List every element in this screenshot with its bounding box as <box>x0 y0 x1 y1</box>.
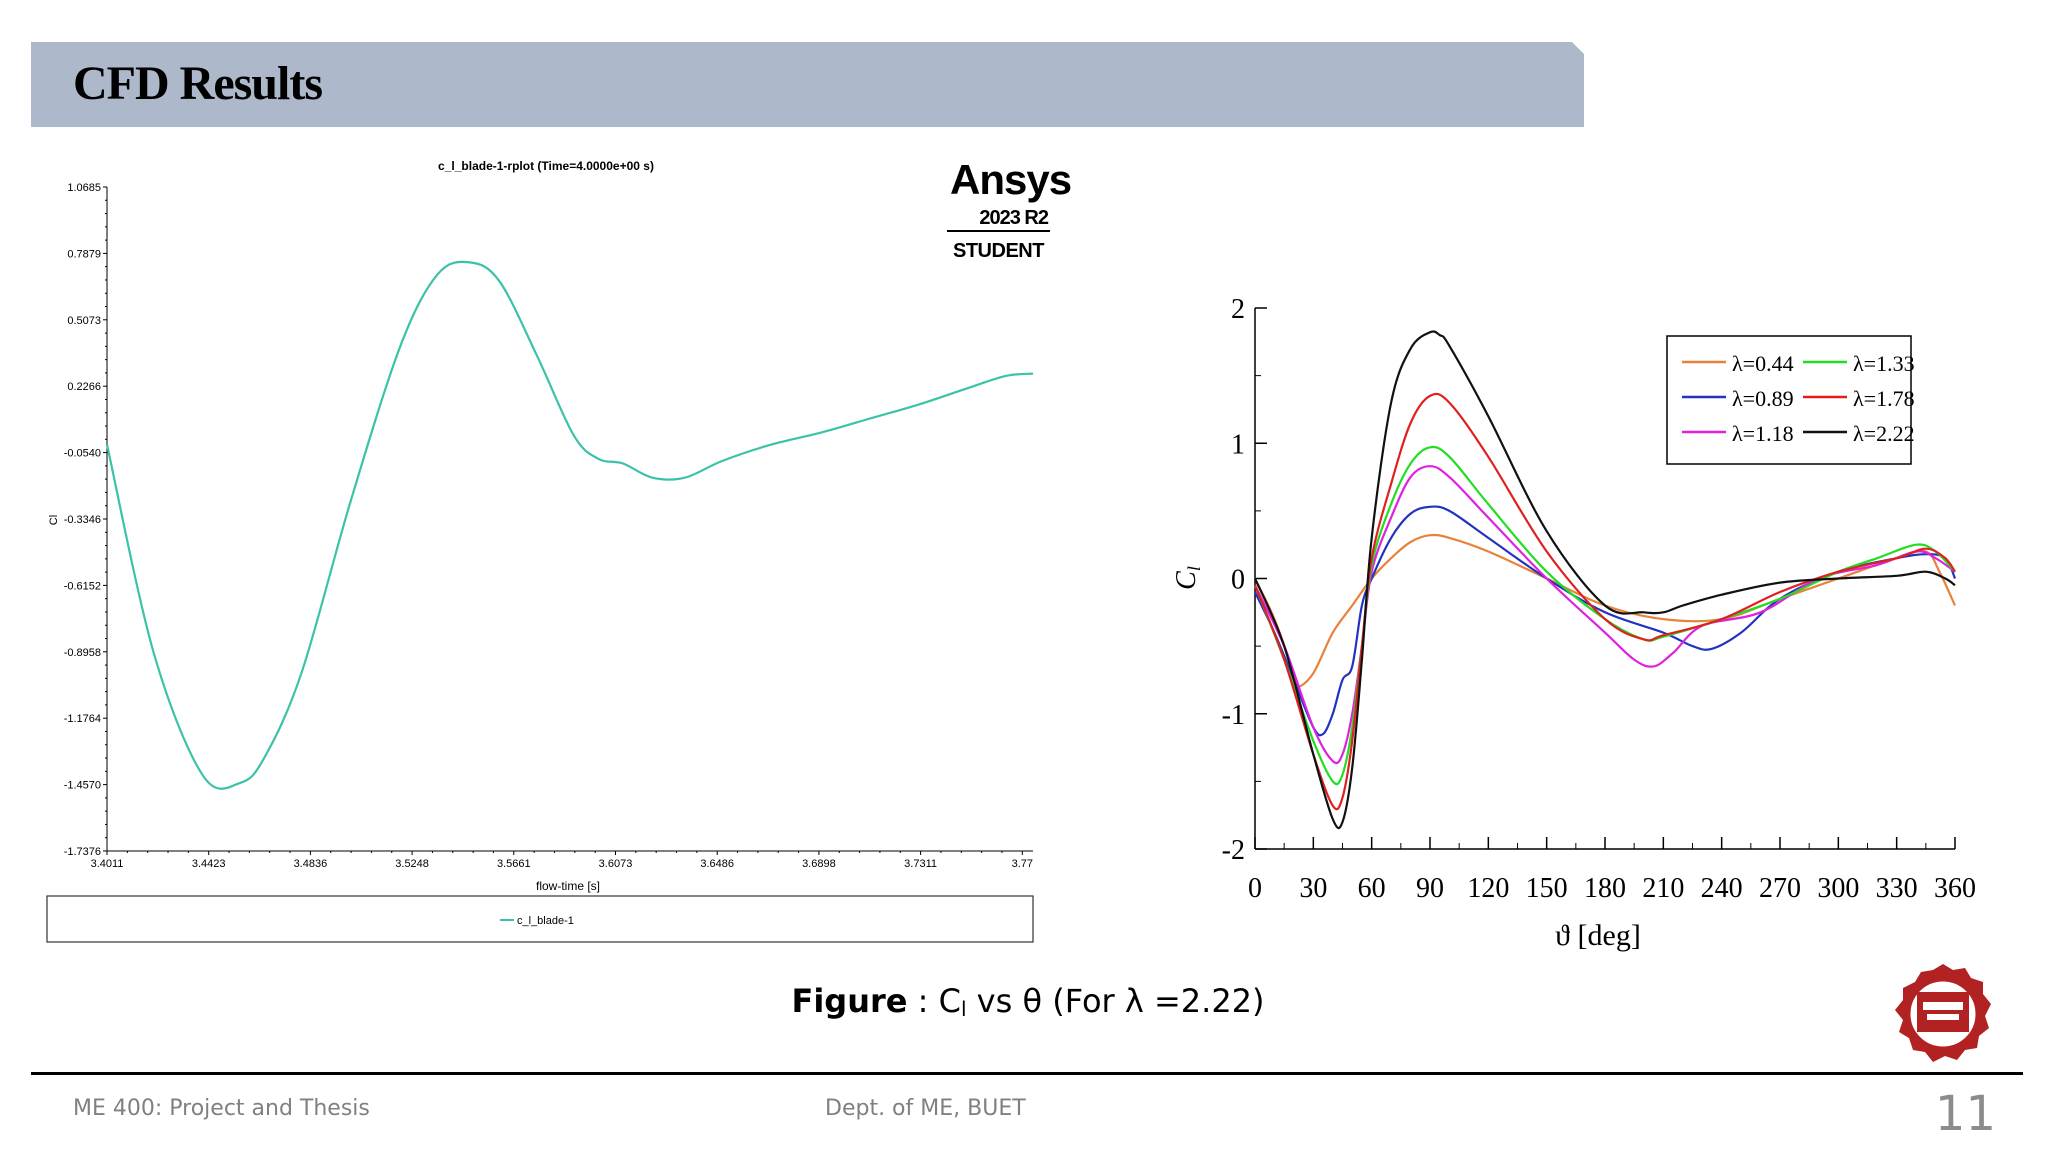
ansys-xtick-label: 3.5248 <box>395 858 429 870</box>
theta-series-line <box>1254 505 1957 737</box>
footer-divider <box>31 1072 2023 1075</box>
cl-ylabel: Cl <box>1171 566 1204 590</box>
theta-xtick-label: 330 <box>1876 873 1918 904</box>
caption-sub: l <box>960 997 967 1021</box>
theta-legend-box <box>1666 335 1912 465</box>
ansys-ytick-label: -1.4570 <box>64 780 101 792</box>
theta-xlabel: ϑ [deg] <box>1555 919 1641 952</box>
ansys-xtick-label: 3.6073 <box>599 858 633 870</box>
buet-logo-icon <box>1895 964 1991 1062</box>
theta-xtick-label: 240 <box>1701 873 1743 904</box>
ansys-xtick-label: 3.77 <box>1012 858 1033 870</box>
theta-xtick-label: 180 <box>1584 873 1626 904</box>
theta-legend-label: λ=1.78 <box>1853 386 1915 411</box>
theta-ytick-label: 0 <box>1231 565 1245 596</box>
ansys-ytick-label: 0.2266 <box>67 381 101 393</box>
theta-xtick-label: 150 <box>1526 873 1568 904</box>
ansys-series-line <box>105 260 1034 790</box>
theta-xtick-label: 30 <box>1299 873 1327 904</box>
theta-series-line <box>1253 330 1956 830</box>
theta-xtick-label: 360 <box>1934 873 1976 904</box>
title-bar <box>31 42 1584 127</box>
theta-ytick-label: 2 <box>1231 294 1245 325</box>
theta-legend-label: λ=0.44 <box>1732 351 1794 376</box>
ansys-xlabel: flow-time [s] <box>536 879 600 893</box>
theta-xtick-label: 270 <box>1759 873 1801 904</box>
theta-legend-label: λ=0.89 <box>1732 386 1794 411</box>
ansys-xtick-label: 3.4011 <box>91 858 124 870</box>
ansys-xtick-label: 3.4836 <box>294 858 328 870</box>
page-number: 11 <box>1934 1086 1996 1142</box>
caption-tail: vs θ (For λ =2.22) <box>966 982 1265 1020</box>
ansys-xtick-label: 3.6486 <box>700 858 734 870</box>
theta-xtick-label: 0 <box>1248 873 1262 904</box>
ansys-ytick-label: -0.6152 <box>64 580 101 592</box>
theta-xtick-label: 210 <box>1642 873 1684 904</box>
ansys-edition: STUDENT <box>953 240 1044 262</box>
ansys-xtick-label: 3.7311 <box>904 858 937 870</box>
ansys-ytick-label: 1.0685 <box>67 182 101 194</box>
theta-ytick-label: 1 <box>1231 429 1245 460</box>
theta-xtick-label: 120 <box>1467 873 1509 904</box>
theta-series-line <box>1253 392 1956 811</box>
footer-course: ME 400: Project and Thesis <box>73 1096 370 1121</box>
ansys-ytick-label: 0.7879 <box>67 248 101 260</box>
theta-series-line <box>1254 533 1956 688</box>
ansys-ylabel: Cl <box>48 515 60 525</box>
theta-legend-label: λ=1.18 <box>1732 421 1794 446</box>
slide-title: CFD Results <box>73 57 323 110</box>
theta-xtick-label: 300 <box>1817 873 1859 904</box>
theta-ytick-label: -1 <box>1222 700 1245 731</box>
ansys-chart-title: c_l_blade-1-rplot (Time=4.0000e+00 s) <box>438 159 654 173</box>
ansys-logo: Ansys 2023 R2 STUDENT <box>947 156 1072 262</box>
theta-xtick-label: 60 <box>1358 873 1386 904</box>
ansys-xtick-label: 3.5661 <box>497 858 531 870</box>
ansys-ytick-label: -1.7376 <box>64 846 101 858</box>
ansys-legend-box <box>46 895 1034 943</box>
ansys-legend-label: c_l_blade-1 <box>517 915 574 927</box>
ansys-xtick-label: 3.6898 <box>802 858 836 870</box>
theta-legend-label: λ=2.22 <box>1853 421 1915 446</box>
caption-prefix: Figure <box>791 982 908 1020</box>
caption-rest: : C <box>907 982 961 1020</box>
ansys-xtick-label: 3.4423 <box>192 858 226 870</box>
footer-dept: Dept. of ME, BUET <box>825 1096 1026 1121</box>
ansys-ytick-label: -0.3346 <box>64 514 101 526</box>
theta-legend-label: λ=1.33 <box>1853 351 1915 376</box>
ansys-ytick-label: 0.5073 <box>67 315 101 327</box>
ansys-ytick-label: -0.8958 <box>64 647 101 659</box>
theta-ytick-label: -2 <box>1222 835 1245 866</box>
theta-xtick-label: 90 <box>1416 873 1444 904</box>
ansys-version: 2023 R2 <box>979 207 1048 229</box>
ansys-logo-text: Ansys <box>950 156 1071 203</box>
figure-caption: Figure : Cl vs θ (For λ =2.22) <box>0 982 2048 1021</box>
ansys-ytick-label: -1.1764 <box>64 713 101 725</box>
ansys-ytick-label: -0.0540 <box>64 448 101 460</box>
